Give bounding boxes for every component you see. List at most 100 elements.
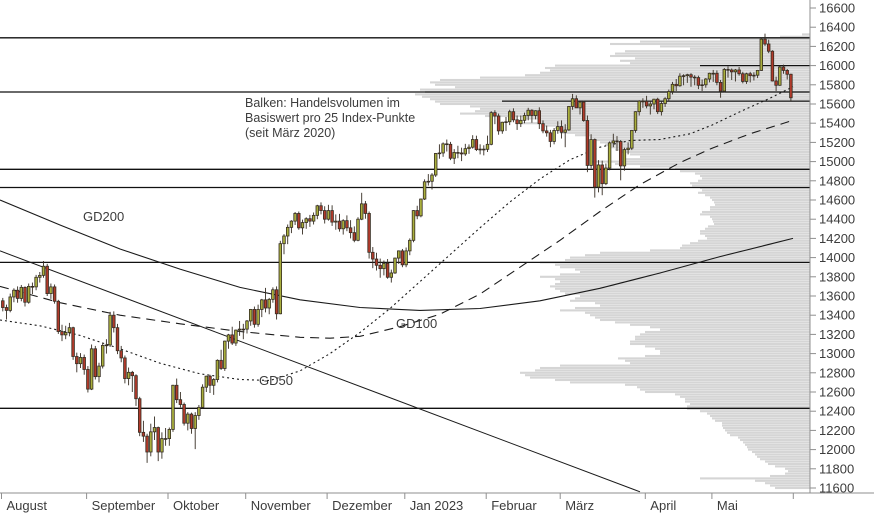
- candle-down: [445, 143, 449, 146]
- candle-up: [622, 149, 627, 167]
- volume-profile-bar: [435, 83, 810, 86]
- volume-profile-bar: [520, 371, 810, 374]
- candle-up: [526, 109, 530, 116]
- volume-profile-bar: [615, 162, 810, 166]
- volume-profile-bar: [635, 335, 810, 338]
- candle-down: [56, 300, 60, 332]
- candle-down: [781, 66, 786, 71]
- candle-up: [733, 69, 738, 73]
- candle-up: [759, 38, 763, 71]
- candle-up: [711, 72, 715, 75]
- candle-down: [548, 132, 553, 142]
- volume-profile-bar: [698, 179, 810, 182]
- candle-down: [189, 413, 194, 429]
- candle-up: [300, 222, 305, 229]
- volume-profile-bar: [525, 374, 810, 377]
- volume-profile-bar: [747, 446, 810, 449]
- volume-profile-bar: [690, 47, 810, 50]
- volume-profile-bar: [595, 302, 810, 305]
- volume-profile-bar: [690, 402, 810, 406]
- candle-down: [45, 265, 49, 294]
- candle-down: [141, 431, 146, 437]
- volume-profile-bar: [705, 234, 810, 238]
- candle-up: [396, 250, 401, 259]
- x-tick-label: März: [565, 498, 594, 513]
- volume-profile-bar: [630, 362, 810, 365]
- candle-up: [626, 147, 630, 151]
- candle-up: [256, 309, 260, 325]
- candle-down: [15, 289, 20, 299]
- volume-profile-bar: [680, 170, 810, 173]
- candle-up: [681, 75, 686, 77]
- candle-down: [541, 123, 545, 132]
- volume-profile-bar: [640, 40, 810, 43]
- volume-profile-bar: [685, 398, 810, 401]
- gd100-line: [0, 119, 794, 339]
- volume-profile-bar: [420, 88, 810, 91]
- candle-up: [167, 429, 171, 439]
- volume-profile-bar: [682, 244, 810, 247]
- volume-profile-bar: [600, 304, 810, 307]
- candle-up: [19, 286, 23, 299]
- volume-profile-bar: [580, 270, 810, 274]
- candle-up: [589, 139, 593, 166]
- volume-profile-bar: [575, 134, 810, 137]
- candle-down: [82, 357, 86, 370]
- candle-down: [530, 109, 534, 116]
- candle-down: [385, 262, 390, 278]
- volume-profile-bar: [714, 222, 810, 226]
- candle-up: [326, 210, 331, 220]
- volume-profile-bar: [712, 218, 810, 221]
- candle-up: [204, 375, 208, 388]
- volume-profile-bar: [525, 74, 810, 77]
- candle-down: [23, 286, 27, 303]
- gd100-line-label: GD100: [396, 316, 438, 331]
- candle-up: [519, 119, 523, 125]
- candle-up: [596, 164, 601, 188]
- candle-down: [30, 285, 35, 288]
- volume-profile-bar: [610, 42, 810, 46]
- candle-up: [470, 139, 475, 148]
- candle-down: [545, 130, 549, 134]
- volume-profile-bar: [520, 122, 810, 125]
- volume-profile-bar: [545, 124, 810, 127]
- candle-up: [356, 218, 360, 241]
- x-tick-label: Dezember: [332, 498, 393, 513]
- y-tick-label: 12800: [819, 365, 855, 380]
- gd50-line-label: GD50: [259, 373, 293, 388]
- volume-profile-bar: [698, 191, 810, 194]
- candle-down: [400, 250, 405, 266]
- candle-up: [700, 84, 704, 87]
- volume-profile-bar: [635, 57, 810, 60]
- volume-profile-bar: [620, 150, 810, 154]
- y-tick-label: 15200: [819, 135, 855, 150]
- candle-up: [41, 265, 46, 276]
- candle-down: [52, 286, 57, 302]
- y-tick-label: 13000: [819, 346, 855, 361]
- y-tick-label: 15800: [819, 77, 855, 92]
- y-tick-label: 15400: [819, 116, 855, 131]
- candle-down: [123, 357, 127, 379]
- candle-up: [663, 98, 667, 104]
- volume-profile-bar: [702, 210, 810, 214]
- volume-profile-bar: [770, 484, 810, 487]
- candle-up: [578, 101, 582, 109]
- volume-profile-bar: [540, 119, 810, 122]
- y-tick-label: 14600: [819, 193, 855, 208]
- candle-down: [86, 369, 90, 390]
- volume-profile-bar: [700, 213, 810, 216]
- candle-up: [752, 74, 756, 77]
- volume-profile-bar: [615, 148, 810, 151]
- candle-down: [496, 115, 501, 132]
- y-tick-label: 14400: [819, 212, 855, 227]
- candle-up: [522, 115, 527, 121]
- volume-profile-bar: [660, 350, 810, 353]
- candle-down: [574, 98, 578, 109]
- volume-profile-bar: [637, 386, 810, 389]
- candle-down: [582, 101, 586, 121]
- volume-profile-bar: [430, 81, 810, 84]
- candle-down: [374, 258, 379, 266]
- volume-profile-bar: [640, 388, 810, 391]
- candle-up: [652, 98, 656, 105]
- candle-down: [615, 140, 619, 143]
